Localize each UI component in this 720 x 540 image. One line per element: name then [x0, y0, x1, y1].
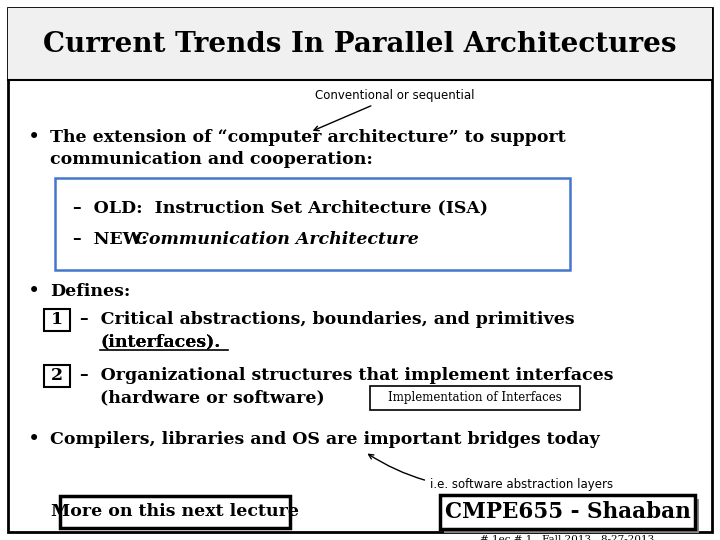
Text: More on this next lecture: More on this next lecture	[51, 503, 299, 521]
Text: –  NEW:: – NEW:	[73, 232, 153, 248]
Bar	[55, 178, 570, 270]
Text: –  Critical abstractions, boundaries, and primitives: – Critical abstractions, boundaries, and…	[80, 312, 575, 328]
Text: Compilers, libraries and OS are important bridges today: Compilers, libraries and OS are importan…	[50, 431, 600, 449]
Text: Communication Architecture: Communication Architecture	[135, 232, 419, 248]
Text: # 1ec # 1   Fall 2013   8-27-2013: # 1ec # 1 Fall 2013 8-27-2013	[480, 535, 654, 540]
Text: communication and cooperation:: communication and cooperation:	[50, 152, 373, 168]
Bar	[60, 496, 290, 528]
Text: •: •	[28, 430, 40, 449]
Bar	[370, 386, 580, 410]
Text: –  OLD:  Instruction Set Architecture (ISA): – OLD: Instruction Set Architecture (ISA…	[73, 199, 488, 217]
Text: •: •	[28, 129, 40, 147]
Text: Defines:: Defines:	[50, 284, 130, 300]
Text: Conventional or sequential: Conventional or sequential	[314, 89, 474, 131]
Bar	[44, 365, 70, 387]
Bar	[8, 8, 712, 80]
Text: The extension of “computer architecture” to support: The extension of “computer architecture”…	[50, 130, 566, 146]
Text: –  Organizational structures that implement interfaces: – Organizational structures that impleme…	[80, 368, 613, 384]
Text: 1: 1	[51, 312, 63, 328]
Text: Implementation of Interfaces: Implementation of Interfaces	[388, 392, 562, 404]
Text: (hardware or software): (hardware or software)	[100, 389, 325, 407]
Text: •: •	[28, 282, 40, 301]
Text: 2: 2	[51, 368, 63, 384]
Text: Current Trends In Parallel Architectures: Current Trends In Parallel Architectures	[43, 30, 677, 57]
Bar	[440, 495, 695, 529]
Bar	[44, 309, 70, 331]
Text: i.e. software abstraction layers: i.e. software abstraction layers	[369, 454, 613, 491]
Text: CMPE655 - Shaaban: CMPE655 - Shaaban	[445, 501, 690, 523]
Text: (interfaces).: (interfaces).	[100, 334, 220, 350]
Bar	[444, 499, 699, 533]
Text: (interfaces).: (interfaces).	[100, 334, 220, 350]
